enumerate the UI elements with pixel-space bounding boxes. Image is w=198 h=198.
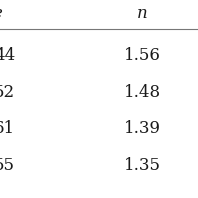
Text: 52: 52 [0,84,15,101]
Text: 55: 55 [0,157,15,174]
Text: 1.56: 1.56 [124,47,161,64]
Text: e: e [0,5,2,22]
Text: 1.35: 1.35 [124,157,161,174]
Text: 1.39: 1.39 [124,120,161,137]
Text: 44: 44 [0,47,15,64]
Text: 61: 61 [0,120,15,137]
Text: 1.48: 1.48 [124,84,161,101]
Text: n: n [137,5,148,22]
